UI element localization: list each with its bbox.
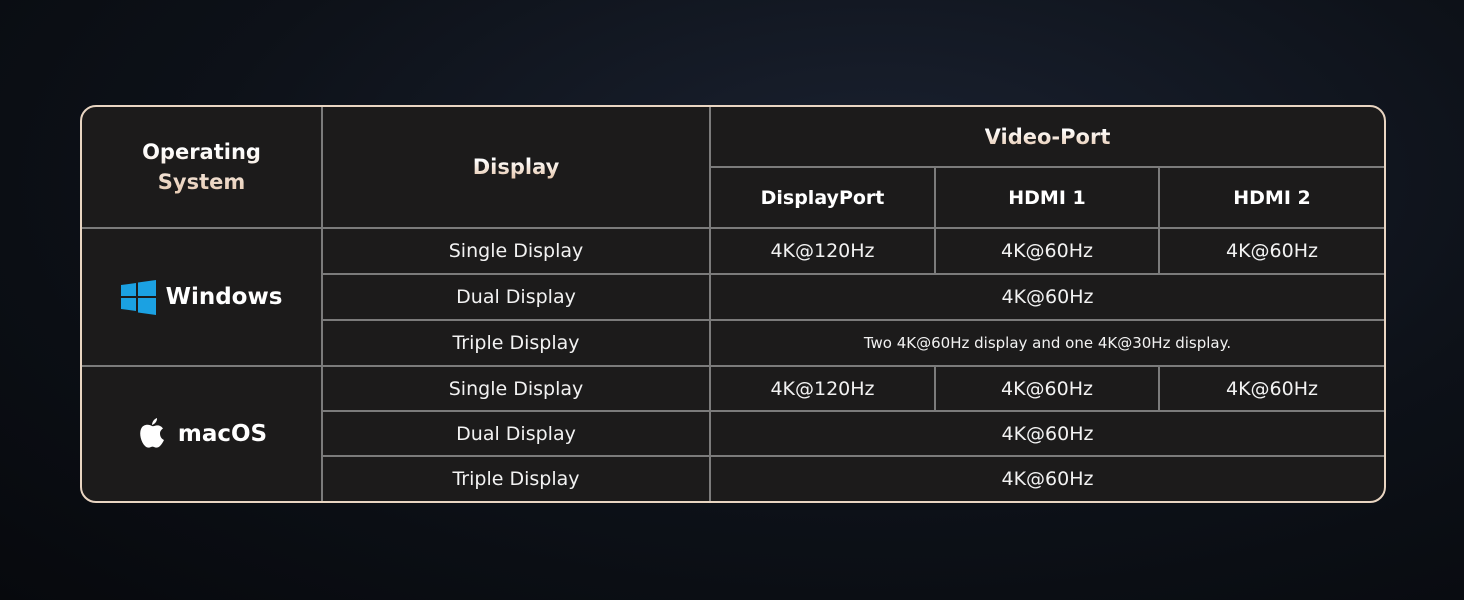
display-type: Triple Display — [323, 457, 711, 501]
port-value: 4K@120Hz — [711, 367, 936, 412]
header-display-label: Display — [472, 155, 560, 179]
header-os: Operating System — [82, 107, 323, 229]
port-value-merged: 4K@60Hz — [711, 275, 1384, 321]
header-os-label: Operating System — [127, 137, 277, 197]
os-macos: macOS — [82, 367, 323, 501]
os-windows-label: Windows — [165, 284, 283, 310]
header-port-hdmi2: HDMI 2 — [1160, 168, 1384, 229]
header-port-displayport: DisplayPort — [711, 168, 936, 229]
windows-logo-icon — [120, 279, 156, 315]
display-type: Single Display — [323, 367, 711, 412]
port-value: 4K@60Hz — [1160, 367, 1384, 412]
display-type: Single Display — [323, 229, 711, 275]
header-video-port-label: Video-Port — [984, 124, 1111, 149]
os-macos-label: macOS — [177, 421, 268, 447]
port-value: 4K@120Hz — [711, 229, 936, 275]
port-value: 4K@60Hz — [1160, 229, 1384, 275]
compatibility-table: Operating System Display Video-Port Disp… — [80, 105, 1386, 503]
display-type: Dual Display — [323, 275, 711, 321]
header-display: Display — [323, 107, 711, 229]
display-type: Dual Display — [323, 412, 711, 457]
display-type: Triple Display — [323, 321, 711, 367]
os-windows: Windows — [82, 229, 323, 367]
port-value-merged: 4K@60Hz — [711, 412, 1384, 457]
apple-logo-icon — [140, 418, 164, 448]
port-value: 4K@60Hz — [936, 229, 1160, 275]
header-port-hdmi1: HDMI 1 — [936, 168, 1160, 229]
port-value-merged: 4K@60Hz — [1001, 468, 1094, 490]
port-value: 4K@60Hz — [936, 367, 1160, 412]
port-value-merged: Two 4K@60Hz display and one 4K@30Hz disp… — [711, 321, 1384, 367]
header-video-port: Video-Port — [711, 107, 1384, 168]
